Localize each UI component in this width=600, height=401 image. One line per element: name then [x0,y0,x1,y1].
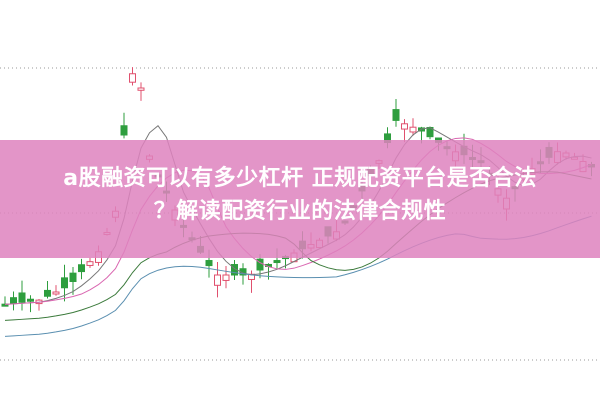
candle-body [214,274,221,286]
candle-body [52,291,60,295]
candle-body [120,125,128,136]
candle-body [273,260,281,264]
candle-body [205,260,213,267]
candle-body [86,261,94,266]
title-line-1: a股融资可以有多少杠杆 正规配资平台是否合法 [63,166,537,191]
candle-body [78,264,85,273]
candle-body [222,274,230,281]
title-banner [0,140,600,258]
candle-body [248,273,255,280]
candle-body [44,289,51,297]
candle-body [401,123,408,130]
title-line-2: ？解读配资行业的法律合规性 [153,199,447,224]
candle-body [18,292,26,303]
candle-body [129,73,136,83]
article-title: a股融资可以有多少杠杆 正规配资平台是否合法 ？解读配资行业的法律合规性 [0,162,600,228]
candle-body [409,126,417,133]
candle-body [10,297,17,304]
candle-body [69,272,77,283]
candle-body [392,109,400,121]
candle-body [61,277,68,289]
candle-body [137,87,145,91]
candle-body [27,298,34,302]
